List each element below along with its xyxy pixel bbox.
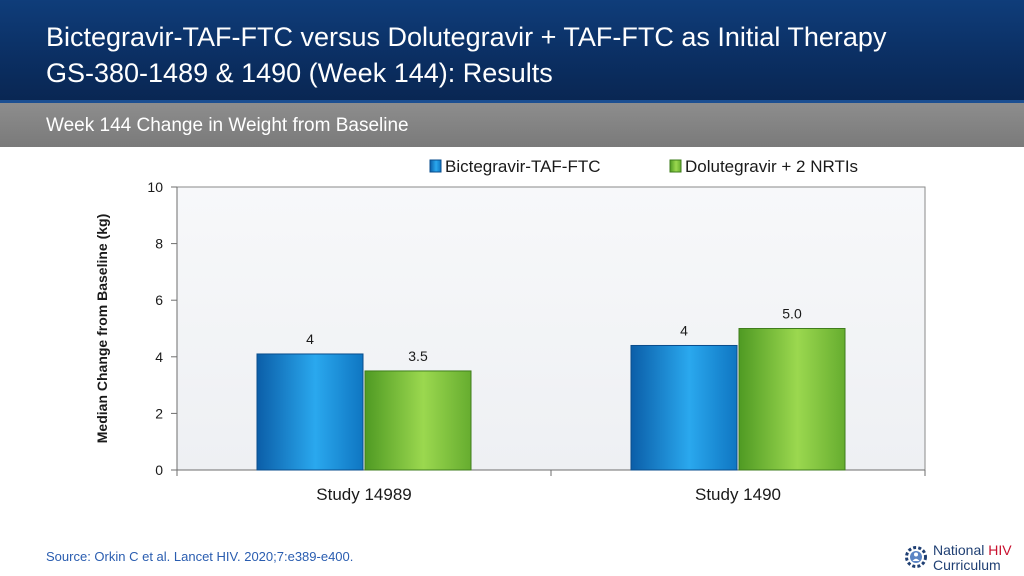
bar-dolutegravir-1 [364, 370, 472, 471]
y-tick-label: 6 [155, 292, 163, 308]
logo-text-line-2: Curriculum [933, 557, 1001, 573]
x-category-label: Study 14989 [316, 485, 411, 504]
y-tick-label: 0 [155, 462, 163, 478]
title-bar: Bictegravir-TAF-FTC versus Dolutegravir … [0, 0, 1024, 103]
bar-bictegravir-2 [630, 344, 738, 471]
bar-bictegravir-1 [256, 353, 364, 471]
page-title-line-1: Bictegravir-TAF-FTC versus Dolutegravir … [46, 22, 887, 52]
data-label: 4 [306, 331, 314, 347]
page-subtitle: Week 144 Change in Weight from Baseline [46, 115, 409, 136]
legend-swatch [429, 159, 442, 173]
bar-dolutegravir-2 [738, 328, 846, 471]
x-category-label: Study 1490 [695, 485, 781, 504]
y-tick-label: 2 [155, 405, 163, 421]
data-label: 5.0 [782, 306, 802, 322]
y-tick-label: 4 [155, 349, 163, 365]
data-label: 3.5 [408, 348, 428, 364]
source-citation: Source: Orkin C et al. Lancet HIV. 2020;… [46, 549, 354, 564]
legend-label: Bictegravir-TAF-FTC [445, 157, 601, 176]
data-label: 4 [680, 322, 688, 338]
subtitle-bar: Week 144 Change in Weight from Baseline [0, 103, 1024, 147]
national-hiv-curriculum-logo: National HIV Curriculum [902, 541, 1020, 573]
legend-swatch [669, 159, 682, 173]
y-axis-title: Median Change from Baseline (kg) [94, 214, 110, 443]
gear-people-icon [905, 546, 927, 568]
y-tick-label: 10 [147, 179, 163, 195]
y-tick-label: 8 [155, 236, 163, 252]
legend-label: Dolutegravir + 2 NRTIs [685, 157, 858, 176]
logo-text-line-1: National HIV [933, 542, 1012, 558]
page-title-line-2: GS-380-1489 & 1490 (Week 144): Results [46, 58, 553, 88]
bar-chart: 0 2 4 6 8 10 Median Change from Baseline (kg) 4… [94, 157, 926, 504]
